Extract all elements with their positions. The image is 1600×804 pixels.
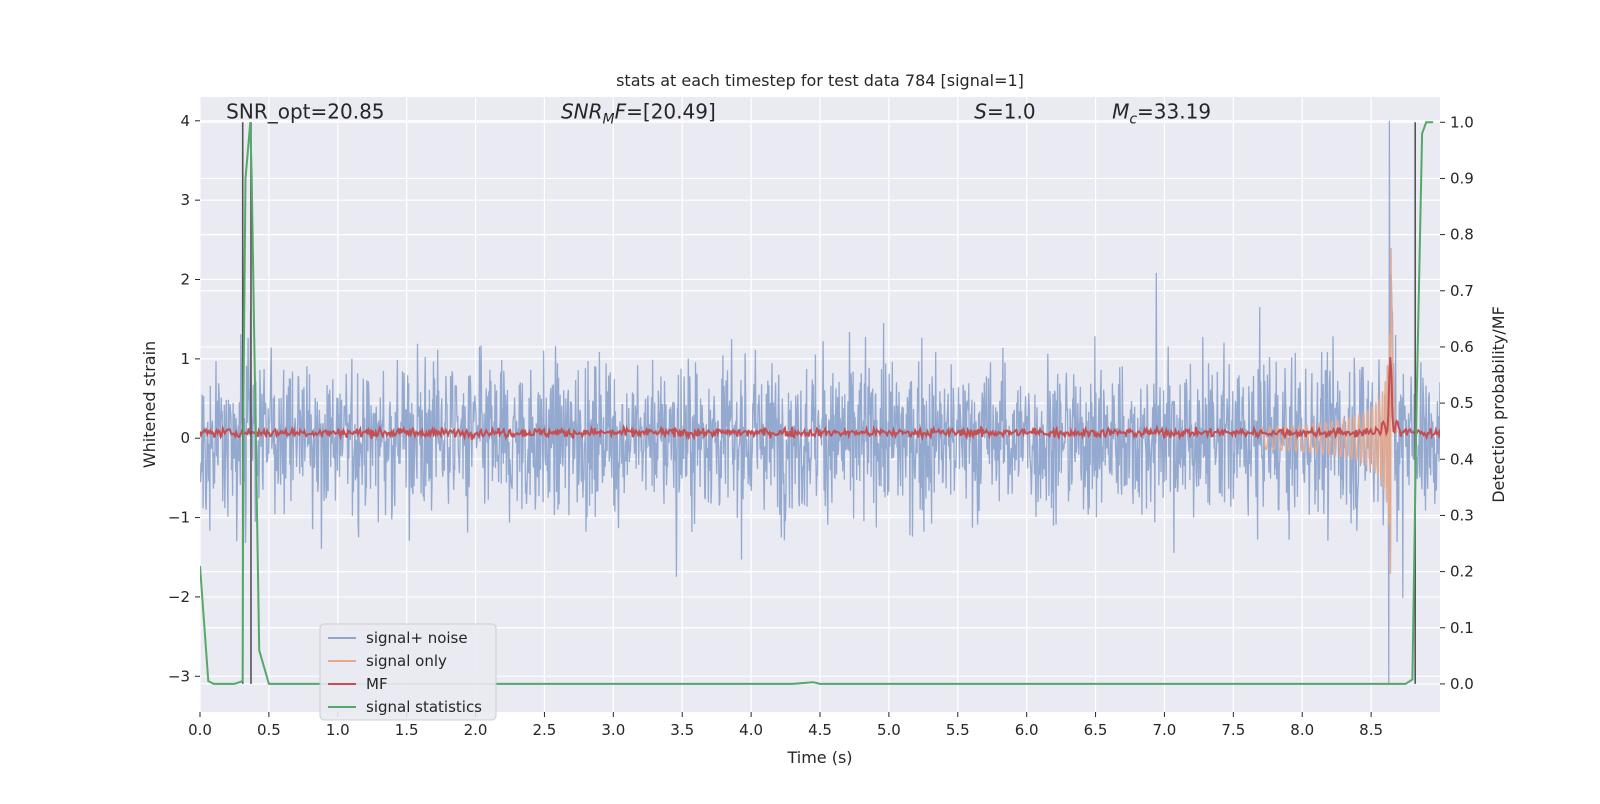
legend-label: signal statistics xyxy=(366,698,482,716)
annotation-snr-mf: SNRMF=[20.49] xyxy=(561,99,716,127)
y-tick-label: 0 xyxy=(180,429,190,447)
y-tick-label: −3 xyxy=(168,667,190,685)
x-tick-label: 4.0 xyxy=(739,721,763,739)
y-right-tick-label: 0.5 xyxy=(1450,394,1474,412)
annotation-snr-opt: SNR_opt=20.85 xyxy=(226,99,384,123)
series-signal-statistics xyxy=(200,121,1434,685)
y-tick-label: 1 xyxy=(180,350,190,368)
annotation-chirp-mass: Mc=33.19 xyxy=(1112,99,1211,127)
y-axis-label: Whitened strain xyxy=(140,341,159,468)
y-right-tick-label: 0.7 xyxy=(1450,282,1474,300)
x-tick-label: 2.5 xyxy=(533,721,557,739)
series-signal-plus-noise xyxy=(200,120,1440,685)
x-tick-label: 7.0 xyxy=(1153,721,1177,739)
x-tick-label: 5.0 xyxy=(877,721,901,739)
legend-label: signal only xyxy=(366,652,447,670)
y-tick-label: 4 xyxy=(180,112,190,130)
x-tick-label: 2.0 xyxy=(464,721,488,739)
x-tick-label: 4.5 xyxy=(808,721,832,739)
y-tick-label: 2 xyxy=(180,271,190,289)
x-axis-label: Time (s) xyxy=(786,748,852,767)
x-tick-label: 3.5 xyxy=(670,721,694,739)
y-right-tick-label: 0.0 xyxy=(1450,675,1474,693)
x-tick-label: 7.5 xyxy=(1221,721,1245,739)
y-right-tick-label: 0.3 xyxy=(1450,506,1474,524)
series-mf xyxy=(200,357,1440,442)
x-tick-label: 1.0 xyxy=(326,721,350,739)
chart-title: stats at each timestep for test data 784… xyxy=(616,71,1024,90)
legend-label: signal+ noise xyxy=(366,629,468,647)
legend-box xyxy=(319,623,497,721)
y-right-tick-label: 0.2 xyxy=(1450,563,1474,581)
x-tick-label: 3.0 xyxy=(601,721,625,739)
y-right-tick-label: 1.0 xyxy=(1450,113,1474,131)
y-right-axis-label: Detection probability/MF xyxy=(1489,306,1508,503)
y-right-tick-label: 0.1 xyxy=(1450,619,1474,637)
x-tick-label: 6.5 xyxy=(1084,721,1108,739)
y-right-tick-label: 0.9 xyxy=(1450,169,1474,187)
x-tick-label: 6.0 xyxy=(1015,721,1039,739)
y-right-tick-label: 0.8 xyxy=(1450,226,1474,244)
legend-label: MF xyxy=(366,675,388,693)
x-tick-label: 1.5 xyxy=(395,721,419,739)
x-tick-label: 8.0 xyxy=(1290,721,1314,739)
y-tick-label: 3 xyxy=(180,191,190,209)
x-tick-label: 0.5 xyxy=(257,721,281,739)
x-tick-label: 8.5 xyxy=(1359,721,1383,739)
x-tick-label: 5.5 xyxy=(946,721,970,739)
y-right-tick-label: 0.6 xyxy=(1450,338,1474,356)
y-tick-label: −1 xyxy=(168,509,190,527)
x-tick-label: 0.0 xyxy=(188,721,212,739)
annotation-s-value: S=1.0 xyxy=(974,99,1035,123)
y-right-tick-label: 0.4 xyxy=(1450,450,1474,468)
y-tick-label: −2 xyxy=(168,588,190,606)
